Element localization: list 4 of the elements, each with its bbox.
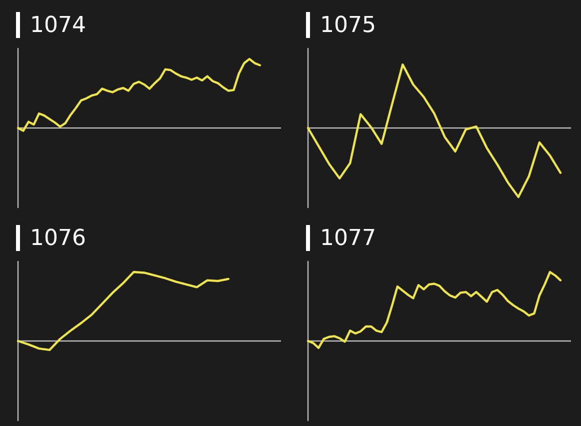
chart-title: 1077 xyxy=(320,226,376,250)
chart-title: 1076 xyxy=(30,226,86,250)
chart-title: 1074 xyxy=(30,12,86,38)
chart-title: 1075 xyxy=(320,12,376,38)
